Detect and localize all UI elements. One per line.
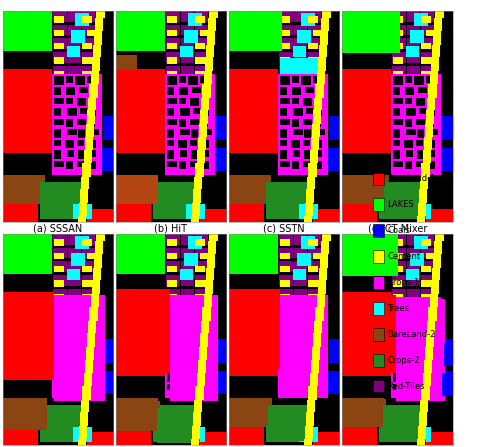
Text: BareLand-1: BareLand-1 xyxy=(388,174,436,183)
X-axis label: (b) HiT: (b) HiT xyxy=(154,224,188,234)
Text: BareLand-2: BareLand-2 xyxy=(388,330,436,339)
Text: Crops-1: Crops-1 xyxy=(388,278,420,287)
Text: Red-Tiles: Red-Tiles xyxy=(388,382,425,391)
X-axis label: (c) SSTN: (c) SSTN xyxy=(264,224,305,234)
Text: Trees: Trees xyxy=(388,304,409,313)
Text: Cement: Cement xyxy=(388,252,420,261)
Text: LAKES: LAKES xyxy=(388,200,414,209)
X-axis label: (d) CT Mixer: (d) CT Mixer xyxy=(368,224,427,234)
X-axis label: (a) SSSAN: (a) SSSAN xyxy=(33,224,82,234)
Text: Crops-2: Crops-2 xyxy=(388,356,420,365)
Text: Coals: Coals xyxy=(388,226,410,235)
